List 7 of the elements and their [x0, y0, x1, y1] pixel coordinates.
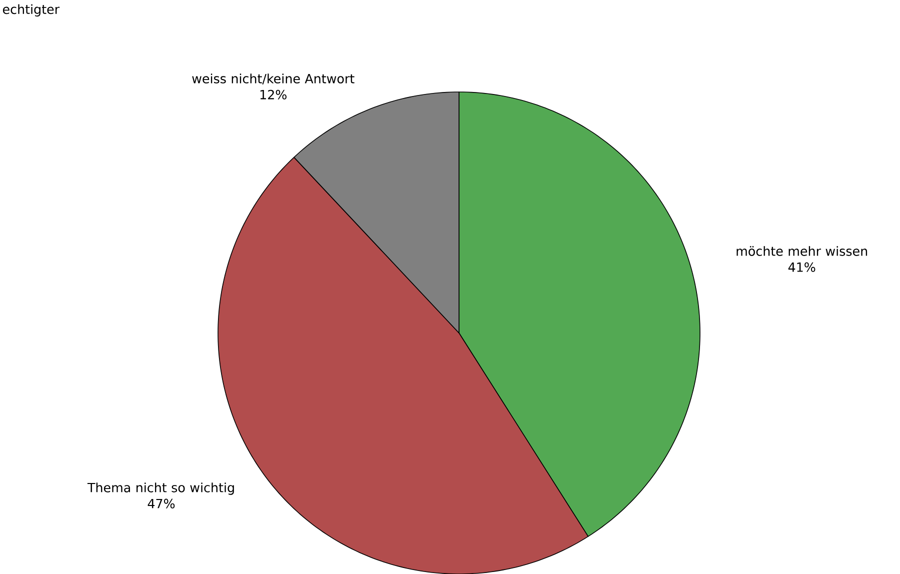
data-label: 47%	[148, 498, 175, 508]
data-label: 12%	[260, 90, 287, 100]
slice-label: weiss nicht/keine Antwort	[192, 74, 354, 84]
text: echtigter	[2, 4, 60, 17]
slice-label: Thema nicht so wichtig	[87, 482, 234, 495]
slice-label: möchte mehr wissen	[736, 246, 868, 256]
data-label: 41%	[788, 262, 816, 272]
